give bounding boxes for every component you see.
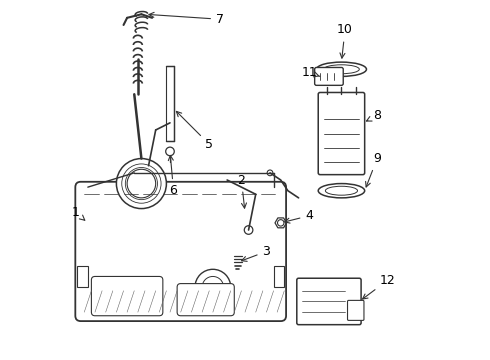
Text: 9: 9 (366, 152, 381, 187)
Text: 8: 8 (367, 109, 381, 122)
Text: 7: 7 (149, 12, 224, 26)
Text: 10: 10 (337, 23, 353, 58)
Bar (77, 266, 88, 287)
FancyBboxPatch shape (75, 182, 286, 321)
Text: 4: 4 (285, 209, 313, 223)
Text: 11: 11 (301, 66, 320, 79)
FancyBboxPatch shape (177, 284, 234, 316)
Bar (167, 66, 173, 141)
Text: 3: 3 (242, 245, 270, 261)
Ellipse shape (317, 62, 367, 76)
Circle shape (117, 158, 167, 208)
Ellipse shape (318, 184, 365, 198)
Text: 12: 12 (363, 274, 396, 299)
Circle shape (245, 226, 253, 234)
Bar (273, 266, 284, 287)
FancyBboxPatch shape (318, 93, 365, 175)
Circle shape (195, 269, 231, 305)
FancyBboxPatch shape (315, 67, 343, 85)
Circle shape (127, 169, 156, 198)
Text: 1: 1 (72, 206, 85, 220)
Text: 2: 2 (238, 174, 246, 208)
Text: 5: 5 (176, 111, 213, 151)
Circle shape (267, 170, 273, 176)
Text: 6: 6 (168, 156, 177, 197)
Circle shape (166, 147, 174, 156)
FancyBboxPatch shape (297, 278, 361, 325)
FancyBboxPatch shape (347, 300, 364, 320)
FancyBboxPatch shape (92, 276, 163, 316)
